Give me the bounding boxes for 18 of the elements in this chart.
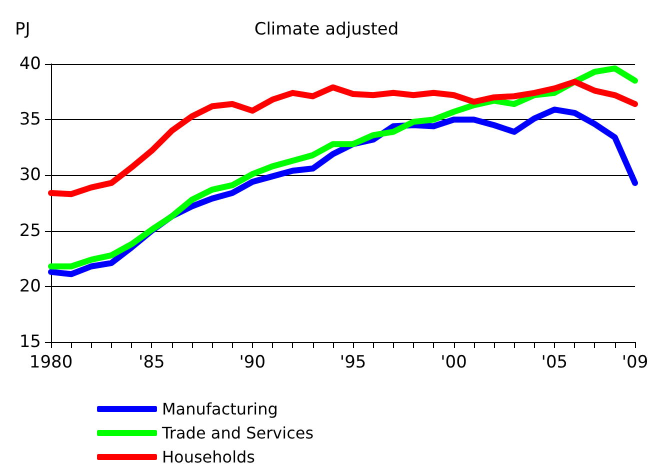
- y-tick-label: 20: [19, 276, 41, 296]
- x-tick-label: '85: [138, 352, 165, 372]
- y-axis-title: PJ: [15, 20, 30, 40]
- x-tick-label: '90: [239, 352, 266, 372]
- y-tick-label: 15: [19, 332, 41, 352]
- x-tick-label: 1980: [29, 352, 73, 372]
- chart-title: Climate adjusted: [254, 20, 399, 40]
- y-tick-label: 25: [19, 220, 41, 241]
- y-tick-label: 40: [19, 54, 41, 74]
- y-tick-label: 30: [19, 165, 41, 186]
- x-tick-label: '95: [340, 352, 366, 372]
- x-tick-label: '09: [622, 352, 648, 372]
- x-tick-label: '05: [541, 352, 568, 372]
- x-tick-label: '00: [440, 352, 467, 372]
- y-tick-label: 35: [19, 110, 41, 130]
- legend-label: Manufacturing: [162, 400, 278, 418]
- legend-label: Trade and Services: [161, 424, 314, 442]
- legend-label: Households: [162, 448, 256, 466]
